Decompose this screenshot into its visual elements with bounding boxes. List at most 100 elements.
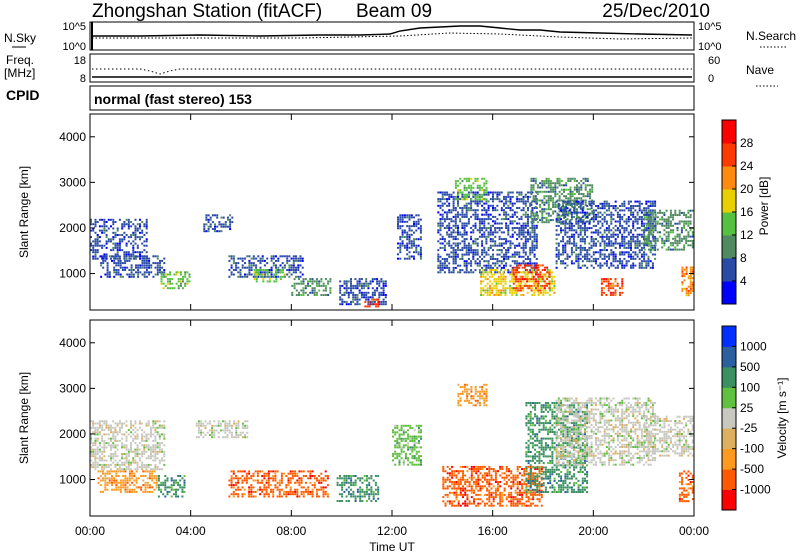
range-cell — [158, 444, 161, 447]
range-cell — [289, 479, 292, 482]
range-cell — [687, 239, 690, 242]
range-cell — [548, 275, 551, 278]
range-cell — [437, 200, 440, 203]
range-cell — [545, 186, 548, 189]
range-cell — [573, 199, 576, 202]
range-cell — [630, 253, 632, 256]
range-cell — [127, 251, 130, 254]
range-cell — [505, 264, 508, 267]
range-cell — [576, 208, 578, 211]
range-cell — [454, 238, 457, 241]
range-cell — [573, 251, 576, 254]
range-cell — [170, 479, 173, 482]
range-cell — [114, 463, 117, 466]
range-cell — [161, 468, 164, 471]
range-cell — [457, 184, 460, 187]
range-cell — [274, 484, 277, 487]
range-cell — [665, 237, 668, 240]
range-cell — [156, 444, 159, 447]
range-cell — [457, 249, 459, 252]
range-cell — [516, 260, 519, 263]
range-cell — [94, 457, 97, 460]
range-cell — [304, 278, 307, 281]
range-cell — [125, 448, 128, 451]
range-cell — [446, 264, 449, 267]
range-cell — [515, 280, 517, 283]
range-cell — [160, 273, 163, 276]
range-cell — [588, 249, 591, 252]
range-cell — [151, 472, 154, 475]
range-cell — [94, 439, 97, 442]
range-cell — [350, 278, 352, 281]
range-cell — [110, 218, 112, 221]
range-cell — [527, 220, 529, 223]
range-cell — [147, 444, 150, 447]
range-cell — [448, 227, 451, 229]
range-cell — [397, 223, 399, 225]
range-cell — [152, 433, 155, 436]
range-cell — [486, 282, 489, 285]
range-cell — [485, 180, 488, 183]
range-cell — [581, 220, 584, 223]
range-cell — [478, 235, 481, 238]
range-cell — [107, 455, 110, 458]
range-cell — [112, 246, 115, 249]
range-cell — [152, 275, 155, 278]
range-cell — [143, 453, 146, 455]
range-cell — [246, 427, 249, 430]
range-cell — [535, 282, 538, 285]
range-cell — [527, 233, 529, 236]
range-cell — [101, 450, 104, 453]
range-cell — [478, 255, 481, 258]
range-cell — [197, 424, 200, 427]
range-cell — [581, 260, 584, 263]
range-cell — [127, 448, 130, 451]
range-cell — [638, 200, 641, 203]
range-cell — [543, 182, 546, 185]
range-cell — [467, 191, 470, 194]
range-cell — [549, 214, 552, 217]
range-cell — [118, 431, 121, 434]
range-cell — [295, 266, 297, 269]
range-cell — [457, 242, 459, 245]
range-cell — [123, 223, 126, 226]
range-cell — [487, 235, 490, 238]
range-cell — [105, 420, 108, 423]
range-cell — [366, 305, 369, 308]
range-cell — [259, 271, 262, 274]
range-cell — [519, 287, 522, 290]
range-cell — [461, 253, 464, 256]
range-cell — [491, 269, 494, 271]
range-cell — [205, 218, 208, 221]
range-cell — [154, 435, 157, 438]
range-cell — [399, 220, 402, 223]
range-cell — [108, 470, 111, 473]
range-cell — [548, 294, 551, 296]
range-cell — [493, 280, 496, 283]
range-cell — [621, 284, 624, 287]
range-cell — [472, 271, 475, 274]
range-cell — [616, 266, 619, 269]
range-cell — [586, 220, 589, 223]
range-cell — [252, 495, 255, 498]
range-cell — [487, 222, 490, 225]
range-cell — [691, 281, 694, 284]
range-cell — [612, 213, 615, 216]
range-cell — [147, 466, 150, 469]
range-cell — [347, 287, 350, 290]
range-cell — [595, 257, 597, 260]
range-cell — [145, 264, 148, 267]
range-cell — [560, 206, 563, 208]
range-cell — [169, 287, 172, 290]
range-cell — [645, 253, 648, 256]
range-cell — [527, 240, 529, 243]
range-cell — [252, 275, 255, 278]
range-cell — [145, 433, 148, 436]
range-cell — [408, 229, 411, 232]
range-cell — [592, 218, 595, 221]
range-cell — [500, 280, 503, 283]
range-cell — [621, 262, 624, 265]
range-cell — [441, 215, 444, 218]
range-cell — [377, 303, 380, 306]
range-cell — [480, 275, 483, 278]
